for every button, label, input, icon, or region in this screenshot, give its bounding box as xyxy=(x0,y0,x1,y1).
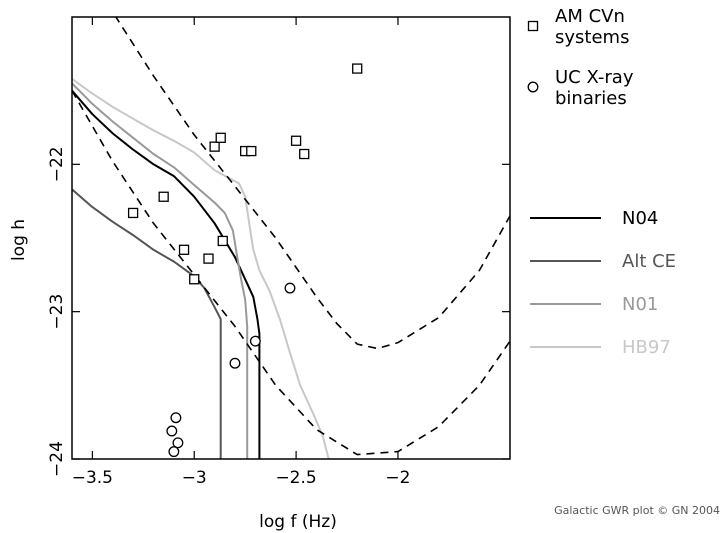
uc-xray-point xyxy=(169,447,179,457)
dashed-curve-curve xyxy=(92,0,510,348)
x-axis-label: log f (Hz) xyxy=(259,512,337,532)
am-cvn-point xyxy=(218,236,227,245)
y-tick-label: −24 xyxy=(47,441,67,477)
am-cvn-point xyxy=(129,208,138,217)
am-cvn-point xyxy=(292,136,301,145)
legend: AM CVn systems UC X-ray binaries N04 Alt CE N0… xyxy=(528,6,676,358)
am-cvn-point xyxy=(247,147,256,156)
x-tick-label: −2.5 xyxy=(275,468,316,488)
legend-circle-marker xyxy=(528,82,538,92)
am-cvn-point xyxy=(353,64,362,73)
y-tick-label: −22 xyxy=(47,146,67,182)
am-cvn-point xyxy=(159,192,168,201)
legend-label: N01 xyxy=(622,294,658,315)
legend-label: Alt CE xyxy=(622,251,676,272)
am-cvn-point xyxy=(180,245,189,254)
uc-xray-point xyxy=(230,358,240,368)
y-axis-label: log h xyxy=(9,219,29,261)
x-tick-label: −2 xyxy=(385,468,410,488)
uc-xray-point xyxy=(173,438,183,448)
credit-text: Galactic GWR plot © GN 2004 xyxy=(554,504,720,517)
legend-label: UC X-ray binaries xyxy=(555,67,634,109)
n04-curve xyxy=(72,91,259,459)
legend-label: AM CVn systems xyxy=(555,6,629,48)
x-tick-label: −3 xyxy=(182,468,207,488)
legend-square-marker xyxy=(529,22,538,31)
plot-markers xyxy=(129,64,362,456)
uc-xray-point xyxy=(285,283,295,293)
am-cvn-point xyxy=(210,142,219,151)
am-cvn-point xyxy=(300,150,309,159)
legend-label: HB97 xyxy=(622,337,671,358)
am-cvn-point xyxy=(190,275,199,284)
y-tick-label: −23 xyxy=(47,294,67,330)
axis-ticks: −3.5 −3 −2.5 −2 −22 −23 −24 xyxy=(47,17,510,488)
x-tick-label: −3.5 xyxy=(72,468,113,488)
alt-ce-curve xyxy=(72,189,221,459)
plot-curves xyxy=(72,0,510,459)
uc-xray-point xyxy=(167,426,177,436)
uc-xray-point xyxy=(251,336,261,346)
uc-xray-point xyxy=(171,413,181,423)
legend-label: N04 xyxy=(622,208,658,229)
am-cvn-point xyxy=(216,133,225,142)
am-cvn-point xyxy=(204,254,213,263)
